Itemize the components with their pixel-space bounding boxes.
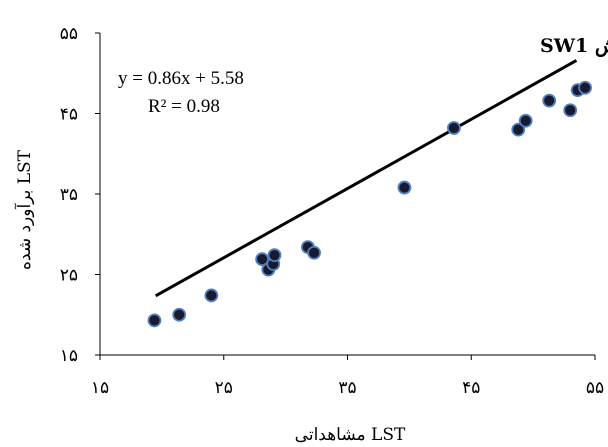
x-axis-title: LST مشاهداتی <box>295 425 406 445</box>
x-tick-label: ۳۵ <box>338 378 356 398</box>
x-tick-label: ۴۵ <box>462 378 480 398</box>
y-tick-label: ۳۵ <box>60 185 78 205</box>
x-tick-label: ۱۵ <box>91 378 109 398</box>
data-point <box>542 93 557 108</box>
trendline <box>154 59 578 298</box>
data-point <box>147 313 162 328</box>
data-point <box>511 122 526 137</box>
y-tick-label: ۵۵ <box>60 24 78 44</box>
y-tick-label: ۲۵ <box>60 266 78 286</box>
y-tick-label: ۱۵ <box>60 346 78 366</box>
y-axis-ticks: ۱۵ ۲۵ ۳۵ ۴۵ ۵۵ <box>60 24 100 366</box>
x-tick-label: ۵۵ <box>586 378 604 398</box>
x-tick-label: ۲۵ <box>215 378 233 398</box>
data-point <box>307 245 321 260</box>
data-point <box>447 121 461 135</box>
r-squared-label: R² = 0.98 <box>148 96 220 117</box>
data-point <box>204 288 219 303</box>
y-axis-title: LST برآورد شده <box>13 149 35 270</box>
y-tick-label: ۴۵ <box>60 105 78 125</box>
data-point <box>518 113 533 128</box>
data-point <box>172 307 187 322</box>
x-axis-ticks: ۱۵ ۲۵ ۳۵ ۴۵ ۵۵ <box>91 355 604 398</box>
data-point <box>563 103 578 118</box>
data-points <box>147 80 592 328</box>
data-point <box>578 80 592 95</box>
data-point <box>255 252 270 267</box>
regression-equation: y = 0.86x + 5.58 <box>118 68 244 89</box>
data-point <box>267 248 282 263</box>
data-point <box>397 180 412 195</box>
trendline-group <box>154 59 578 298</box>
chart-title: روش SW1 <box>540 35 608 57</box>
